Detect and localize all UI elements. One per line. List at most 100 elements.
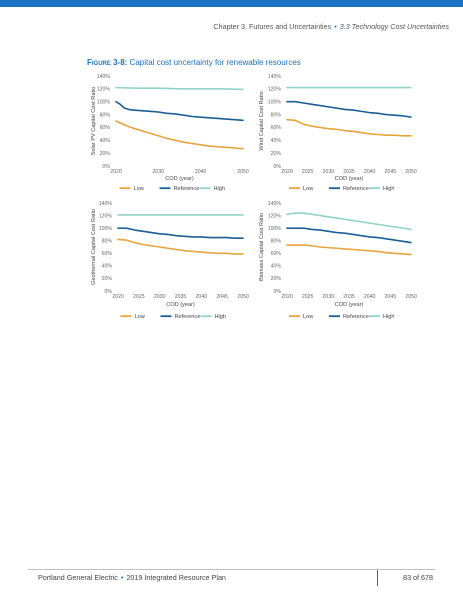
- x-tick-label: 2020: [112, 294, 124, 300]
- page-number: 83 of 678: [403, 573, 433, 582]
- x-tick-label: 2025: [302, 294, 314, 300]
- footer-company: Portland General Electric: [38, 573, 118, 582]
- x-axis-title: COD (year): [335, 176, 364, 182]
- figure-title: Capital cost uncertainty for renewable r…: [129, 58, 301, 67]
- y-axis-title: Biomass Capital Cost Ratio: [259, 213, 265, 281]
- y-tick-label: 120%: [268, 213, 282, 219]
- x-tick-label: 2030: [154, 294, 166, 300]
- y-tick-label: 100%: [99, 226, 113, 232]
- y-axis-title: Geothermal Capital Cost Ratio: [91, 209, 97, 285]
- legend-label-reference: Reference: [343, 314, 369, 320]
- y-tick-label: 40%: [100, 138, 111, 144]
- x-tick-label: 2045: [385, 294, 397, 300]
- y-tick-label: 100%: [268, 226, 282, 232]
- footer-plan: 2019 Integrated Resource Plan: [126, 573, 226, 582]
- x-tick-label: 2035: [343, 294, 355, 300]
- series-line-low: [286, 244, 412, 256]
- y-tick-label: 0%: [103, 164, 111, 170]
- legend-label-low: Low: [135, 314, 146, 320]
- x-axis-title: COD (year): [335, 302, 364, 308]
- legend-label-high: High: [383, 186, 395, 192]
- x-tick-label: 2025: [133, 294, 145, 300]
- figure-caption: Figure 3-8: Capital cost uncertainty for…: [87, 58, 301, 67]
- y-tick-label: 60%: [100, 125, 111, 131]
- footer-document: Portland General Electric • 2019 Integrate…: [38, 573, 226, 582]
- x-tick-label: 2020: [110, 169, 122, 175]
- figure-label: Figure 3-8:: [87, 58, 128, 67]
- y-tick-label: 40%: [102, 264, 113, 270]
- y-tick-label: 20%: [100, 151, 111, 157]
- y-tick-label: 80%: [102, 239, 113, 245]
- series-line-low: [286, 118, 412, 137]
- x-tick-label: 2045: [216, 294, 228, 300]
- legend-label-high: High: [383, 314, 395, 320]
- footer-divider: [377, 570, 378, 586]
- series-line-low: [117, 238, 244, 255]
- y-tick-label: 0%: [274, 164, 282, 170]
- x-tick-label: 2040: [196, 294, 208, 300]
- top-accent-band: [0, 0, 463, 7]
- x-tick-label: 2030: [323, 294, 335, 300]
- y-tick-label: 60%: [271, 125, 282, 131]
- x-tick-label: 2025: [302, 169, 314, 175]
- y-tick-label: 0%: [105, 289, 113, 295]
- x-tick-label: 2050: [237, 169, 249, 175]
- y-tick-label: 40%: [271, 138, 282, 144]
- x-tick-label: 2035: [343, 169, 355, 175]
- x-axis-title: COD (year): [165, 176, 194, 182]
- x-tick-label: 2045: [385, 169, 397, 175]
- y-tick-label: 20%: [271, 276, 282, 282]
- legend-label-reference: Reference: [343, 186, 369, 192]
- y-tick-label: 20%: [271, 151, 282, 157]
- y-tick-label: 120%: [97, 87, 111, 93]
- chapter-title: Chapter 3. Futures and Uncertainties: [213, 22, 332, 31]
- series-line-high: [286, 212, 412, 231]
- y-tick-label: 120%: [268, 87, 282, 93]
- series-line-reference: [115, 100, 244, 122]
- y-tick-label: 140%: [268, 74, 282, 80]
- legend-label-high: High: [215, 314, 227, 320]
- y-tick-label: 100%: [97, 100, 111, 106]
- legend-label-low: Low: [303, 186, 314, 192]
- y-tick-label: 140%: [268, 201, 282, 207]
- section-title: 3.3 Technology Cost Uncertainties: [339, 22, 449, 31]
- legend-label-reference: Reference: [175, 314, 201, 320]
- y-tick-label: 120%: [99, 213, 113, 219]
- series-line-reference: [286, 100, 412, 118]
- x-tick-label: 2030: [323, 169, 335, 175]
- header-separator: •: [334, 22, 337, 31]
- chapter-header: Chapter 3. Futures and Uncertainties • 3.3…: [213, 22, 449, 31]
- y-tick-label: 80%: [100, 112, 111, 118]
- x-tick-label: 2050: [237, 294, 249, 300]
- y-tick-label: 140%: [97, 74, 111, 80]
- x-tick-label: 2040: [364, 169, 376, 175]
- x-tick-label: 2030: [153, 169, 165, 175]
- y-axis-title: Wind Capital Cost Ratio: [259, 91, 265, 150]
- legend-label-low: Low: [134, 186, 145, 192]
- series-line-high: [115, 86, 244, 91]
- x-tick-label: 2020: [281, 169, 293, 175]
- y-tick-label: 80%: [271, 112, 282, 118]
- x-tick-label: 2050: [405, 294, 417, 300]
- y-tick-label: 60%: [271, 251, 282, 257]
- legend-label-low: Low: [303, 314, 314, 320]
- series-line-low: [115, 120, 244, 150]
- x-tick-label: 2040: [364, 294, 376, 300]
- legend-label-high: High: [214, 186, 226, 192]
- footer-rule: [28, 569, 435, 570]
- footer-separator: •: [120, 573, 124, 582]
- y-tick-label: 0%: [274, 289, 282, 295]
- x-axis-title: COD (year): [166, 302, 195, 308]
- series-line-reference: [286, 227, 412, 244]
- y-axis-title: Solar PV Capital Cost Ratio: [91, 87, 97, 156]
- x-tick-label: 2040: [195, 169, 207, 175]
- y-tick-label: 40%: [271, 264, 282, 270]
- y-tick-label: 140%: [99, 201, 113, 207]
- series-line-reference: [117, 227, 244, 239]
- y-tick-label: 60%: [102, 251, 113, 257]
- y-tick-label: 20%: [102, 276, 113, 282]
